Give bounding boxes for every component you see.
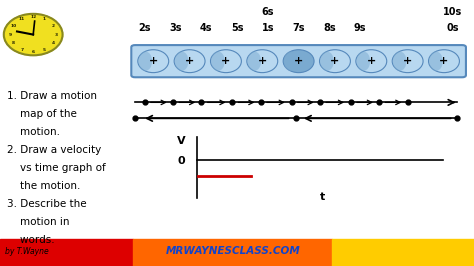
Text: +: +	[403, 56, 412, 66]
Ellipse shape	[210, 50, 241, 73]
Text: 10: 10	[10, 24, 17, 28]
Text: 4s: 4s	[200, 23, 212, 33]
Ellipse shape	[356, 50, 387, 73]
Text: 3s: 3s	[169, 23, 182, 33]
Text: the motion.: the motion.	[7, 181, 81, 191]
Bar	[133, 239, 332, 266]
Ellipse shape	[247, 51, 261, 71]
Ellipse shape	[393, 51, 407, 71]
Ellipse shape	[247, 50, 278, 73]
Ellipse shape	[356, 51, 370, 71]
Ellipse shape	[175, 51, 189, 71]
Text: 8: 8	[12, 41, 15, 45]
Ellipse shape	[283, 50, 314, 73]
Text: 2. Draw a velocity: 2. Draw a velocity	[7, 145, 101, 155]
Text: +: +	[439, 56, 448, 66]
Text: map of the: map of the	[7, 109, 77, 119]
Text: 9: 9	[9, 32, 12, 37]
Ellipse shape	[138, 51, 152, 71]
Ellipse shape	[174, 50, 205, 73]
Text: +: +	[149, 56, 158, 66]
Text: 2: 2	[51, 24, 55, 28]
Text: 1. Draw a motion: 1. Draw a motion	[7, 91, 97, 101]
Text: 9s: 9s	[354, 23, 366, 33]
Text: +: +	[330, 56, 339, 66]
Ellipse shape	[319, 50, 350, 73]
Text: +: +	[294, 56, 303, 66]
Text: 1: 1	[43, 17, 46, 21]
Text: 6: 6	[32, 50, 35, 54]
Text: +: +	[185, 56, 194, 66]
Text: 0: 0	[177, 156, 185, 166]
Text: +: +	[258, 56, 267, 66]
Text: 11: 11	[18, 17, 25, 21]
Text: 7s: 7s	[292, 23, 305, 33]
Ellipse shape	[320, 51, 334, 71]
Ellipse shape	[211, 51, 225, 71]
Text: 4: 4	[51, 41, 55, 45]
Text: vs time graph of: vs time graph of	[7, 163, 106, 173]
Text: motion in: motion in	[7, 217, 70, 227]
Ellipse shape	[4, 14, 63, 55]
FancyBboxPatch shape	[131, 45, 466, 77]
Text: t: t	[319, 192, 325, 202]
Bar	[332, 239, 474, 266]
Text: 5: 5	[43, 48, 46, 52]
Text: 3. Describe the: 3. Describe the	[7, 199, 87, 209]
Text: 7: 7	[20, 48, 23, 52]
Text: 12: 12	[30, 15, 36, 19]
Bar	[0, 239, 133, 266]
Text: words.: words.	[7, 235, 55, 246]
Text: by T.Wayne: by T.Wayne	[5, 247, 48, 256]
Text: 1s: 1s	[262, 23, 274, 33]
Text: +: +	[367, 56, 376, 66]
Text: V: V	[177, 136, 185, 146]
Text: +: +	[221, 56, 230, 66]
Ellipse shape	[429, 51, 443, 71]
Ellipse shape	[428, 50, 459, 73]
Text: 10s: 10s	[443, 7, 462, 17]
Ellipse shape	[138, 50, 169, 73]
Text: 2s: 2s	[138, 23, 151, 33]
Text: 0s: 0s	[447, 23, 459, 33]
Text: 3: 3	[55, 32, 57, 37]
Ellipse shape	[284, 51, 298, 71]
Ellipse shape	[392, 50, 423, 73]
Text: 6s: 6s	[262, 7, 274, 17]
Text: MRWAYNESCLASS.COM: MRWAYNESCLASS.COM	[166, 246, 301, 256]
Text: 8s: 8s	[323, 23, 336, 33]
Text: motion.: motion.	[7, 127, 60, 137]
Text: 5s: 5s	[231, 23, 243, 33]
